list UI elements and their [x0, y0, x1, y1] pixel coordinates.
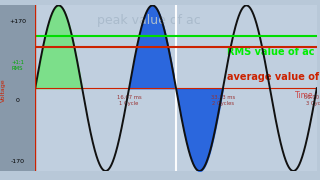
Text: RMS value of ac: RMS value of ac [227, 47, 314, 57]
Text: 50.00 ms
3 Cycles: 50.00 ms 3 Cycles [304, 95, 320, 106]
Text: +170: +170 [9, 19, 26, 24]
Text: Voltage: Voltage [1, 78, 6, 102]
Text: 33.33 ms
2 Cycles: 33.33 ms 2 Cycles [211, 95, 235, 106]
Text: +1:1
RMS: +1:1 RMS [11, 60, 24, 71]
Text: average value of ac: average value of ac [227, 72, 320, 82]
Text: 0: 0 [16, 98, 20, 103]
Text: peak value of ac: peak value of ac [97, 14, 201, 27]
Text: -170: -170 [11, 159, 25, 164]
Text: 16.67 ms
1 Cycle: 16.67 ms 1 Cycle [117, 95, 141, 106]
Text: Time: Time [295, 91, 314, 100]
